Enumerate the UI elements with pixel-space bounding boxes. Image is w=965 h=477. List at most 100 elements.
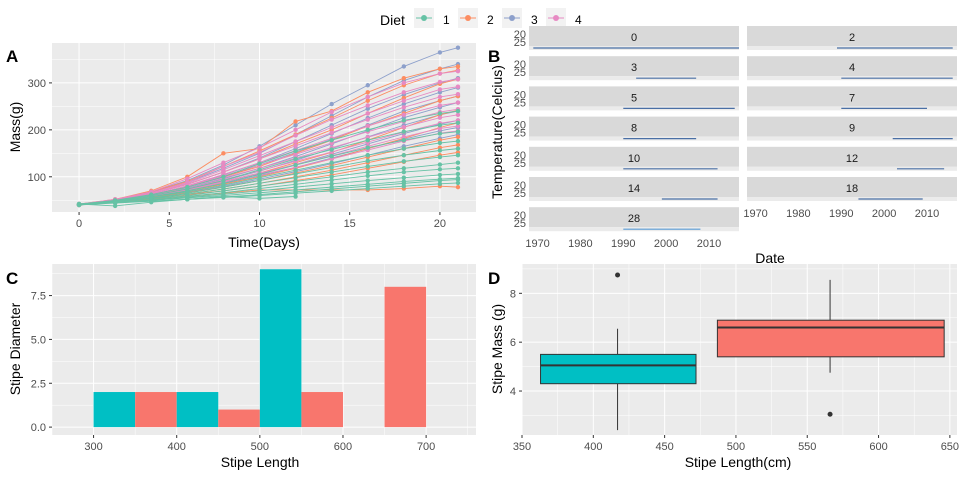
- series-point-diet-1: [365, 127, 370, 133]
- series-point-diet-1: [401, 118, 407, 123]
- series-point-diet-2: [401, 76, 407, 81]
- tick-label-x: 500: [727, 441, 745, 453]
- bar-salmon: [218, 409, 260, 428]
- series-point-diet-1: [401, 146, 407, 151]
- series-point-diet-1: [455, 177, 461, 182]
- series-point-diet-1: [401, 175, 407, 180]
- box-salmon: [716, 319, 945, 358]
- series-point-diet-1: [437, 172, 443, 178]
- series-point-diet-4: [293, 133, 298, 138]
- series-point-diet-1: [455, 120, 461, 126]
- series-point-diet-4: [293, 152, 298, 157]
- series-point-diet-4: [455, 76, 461, 82]
- series-point-diet-1: [257, 172, 262, 177]
- series-point-diet-1: [365, 173, 370, 179]
- series-point-diet-4: [455, 91, 461, 97]
- series-point-diet-2: [437, 98, 443, 103]
- box-teal: [540, 353, 697, 385]
- series-point-diet-4: [185, 176, 190, 181]
- series-point-diet-1: [455, 129, 461, 134]
- facet-strip-label: 0: [631, 32, 637, 44]
- facet-tick-label-y: 20: [514, 150, 526, 162]
- series-point-diet-4: [257, 145, 262, 150]
- series-point-diet-1: [437, 131, 443, 136]
- series-point-diet-4: [293, 143, 298, 149]
- series-point-diet-4: [401, 90, 407, 95]
- box-outlier-teal: [615, 272, 621, 278]
- facet-strip: [747, 116, 957, 137]
- series-point-diet-1: [455, 138, 461, 144]
- series-point-diet-4: [401, 112, 407, 118]
- series-point-diet-1: [455, 166, 461, 171]
- facet-panel: [747, 136, 957, 141]
- series-point-diet-3: [437, 50, 443, 55]
- panel-b-y-title: Temperature(Celcius): [489, 65, 505, 199]
- series-point-diet-1: [365, 164, 370, 169]
- facet-strip: [529, 146, 739, 167]
- series-point-diet-4: [365, 94, 370, 100]
- series-point-diet-1: [401, 166, 407, 171]
- series-point-diet-4: [365, 123, 370, 129]
- tick-label-x: 500: [251, 441, 269, 453]
- tick-label-x: 700: [417, 441, 435, 453]
- facet-strip: [529, 86, 739, 107]
- series-point-diet-1: [149, 199, 154, 205]
- tick-label-x: 15: [344, 218, 356, 230]
- series-point-diet-1: [437, 140, 443, 146]
- facet-strip-label: 5: [631, 92, 637, 104]
- facet-strip-label: 12: [846, 153, 858, 165]
- series-point-diet-4: [401, 124, 407, 130]
- series-line-diet-4: [79, 70, 459, 205]
- series-point-diet-2: [293, 119, 298, 124]
- tick-label-y: 2.5: [31, 378, 46, 390]
- series-line-diet-1: [79, 162, 459, 205]
- series-point-diet-1: [437, 162, 443, 167]
- series-point-diet-1: [329, 165, 334, 170]
- legend-key-point-4: [553, 15, 559, 21]
- series-point-diet-1: [329, 188, 334, 194]
- tick-label-y: 200: [28, 125, 46, 137]
- series-line-diet-1: [79, 110, 459, 205]
- facet-tick-label-x: 2010: [697, 238, 721, 250]
- facet-strip-label: 9: [849, 123, 855, 135]
- facet-tick-label-x: 1970: [525, 238, 549, 250]
- facet-strip-label: 8: [631, 123, 637, 135]
- panel-c-x-title: Stipe Length: [221, 454, 300, 470]
- series-point-diet-1: [401, 183, 407, 189]
- series-point-diet-4: [401, 98, 407, 103]
- box-outlier-salmon: [827, 411, 833, 417]
- series-point-diet-1: [365, 137, 370, 143]
- legend-key-point-1: [421, 15, 427, 21]
- series-point-diet-2: [455, 64, 461, 69]
- panel-a-x-title: Time(Days): [228, 234, 300, 250]
- series-point-diet-1: [293, 175, 298, 180]
- series-point-diet-1: [293, 156, 298, 162]
- series-point-diet-4: [455, 84, 461, 89]
- panel-label-c: C: [6, 269, 18, 288]
- series-point-diet-1: [365, 158, 370, 164]
- series-line-diet-2: [79, 185, 458, 205]
- facet-tick-label-y: 20: [514, 89, 526, 101]
- tick-label-x: 650: [941, 441, 959, 453]
- series-point-diet-1: [112, 203, 118, 209]
- facet-strip-label: 7: [849, 92, 855, 104]
- facet-tick-label-y: 20: [514, 29, 526, 41]
- series-point-diet-4: [455, 68, 461, 74]
- panel-d-box-plot: 350 400 450 500 550 600 650 4 6 8: [510, 264, 959, 453]
- series-point-diet-4: [221, 164, 226, 169]
- facet-tick-label-x: 1980: [786, 208, 810, 220]
- tick-label-y: 100: [28, 172, 46, 184]
- series-point-diet-4: [329, 117, 334, 122]
- panel-a-y-title: Mass(g): [7, 102, 23, 153]
- series-point-diet-1: [455, 152, 461, 158]
- legend-label-1: 1: [443, 13, 450, 27]
- panel-a-line-chart: 0 5 10 15 20 100 200 300: [28, 43, 476, 230]
- tick-label-x: 5: [166, 218, 172, 230]
- tick-label-y: 8: [510, 288, 516, 300]
- facet-strip-label: 18: [846, 183, 858, 195]
- tick-label-x: 550: [798, 441, 816, 453]
- series-point-diet-2: [455, 142, 461, 148]
- series-point-diet-1: [365, 152, 370, 158]
- series-point-diet-2: [455, 184, 461, 190]
